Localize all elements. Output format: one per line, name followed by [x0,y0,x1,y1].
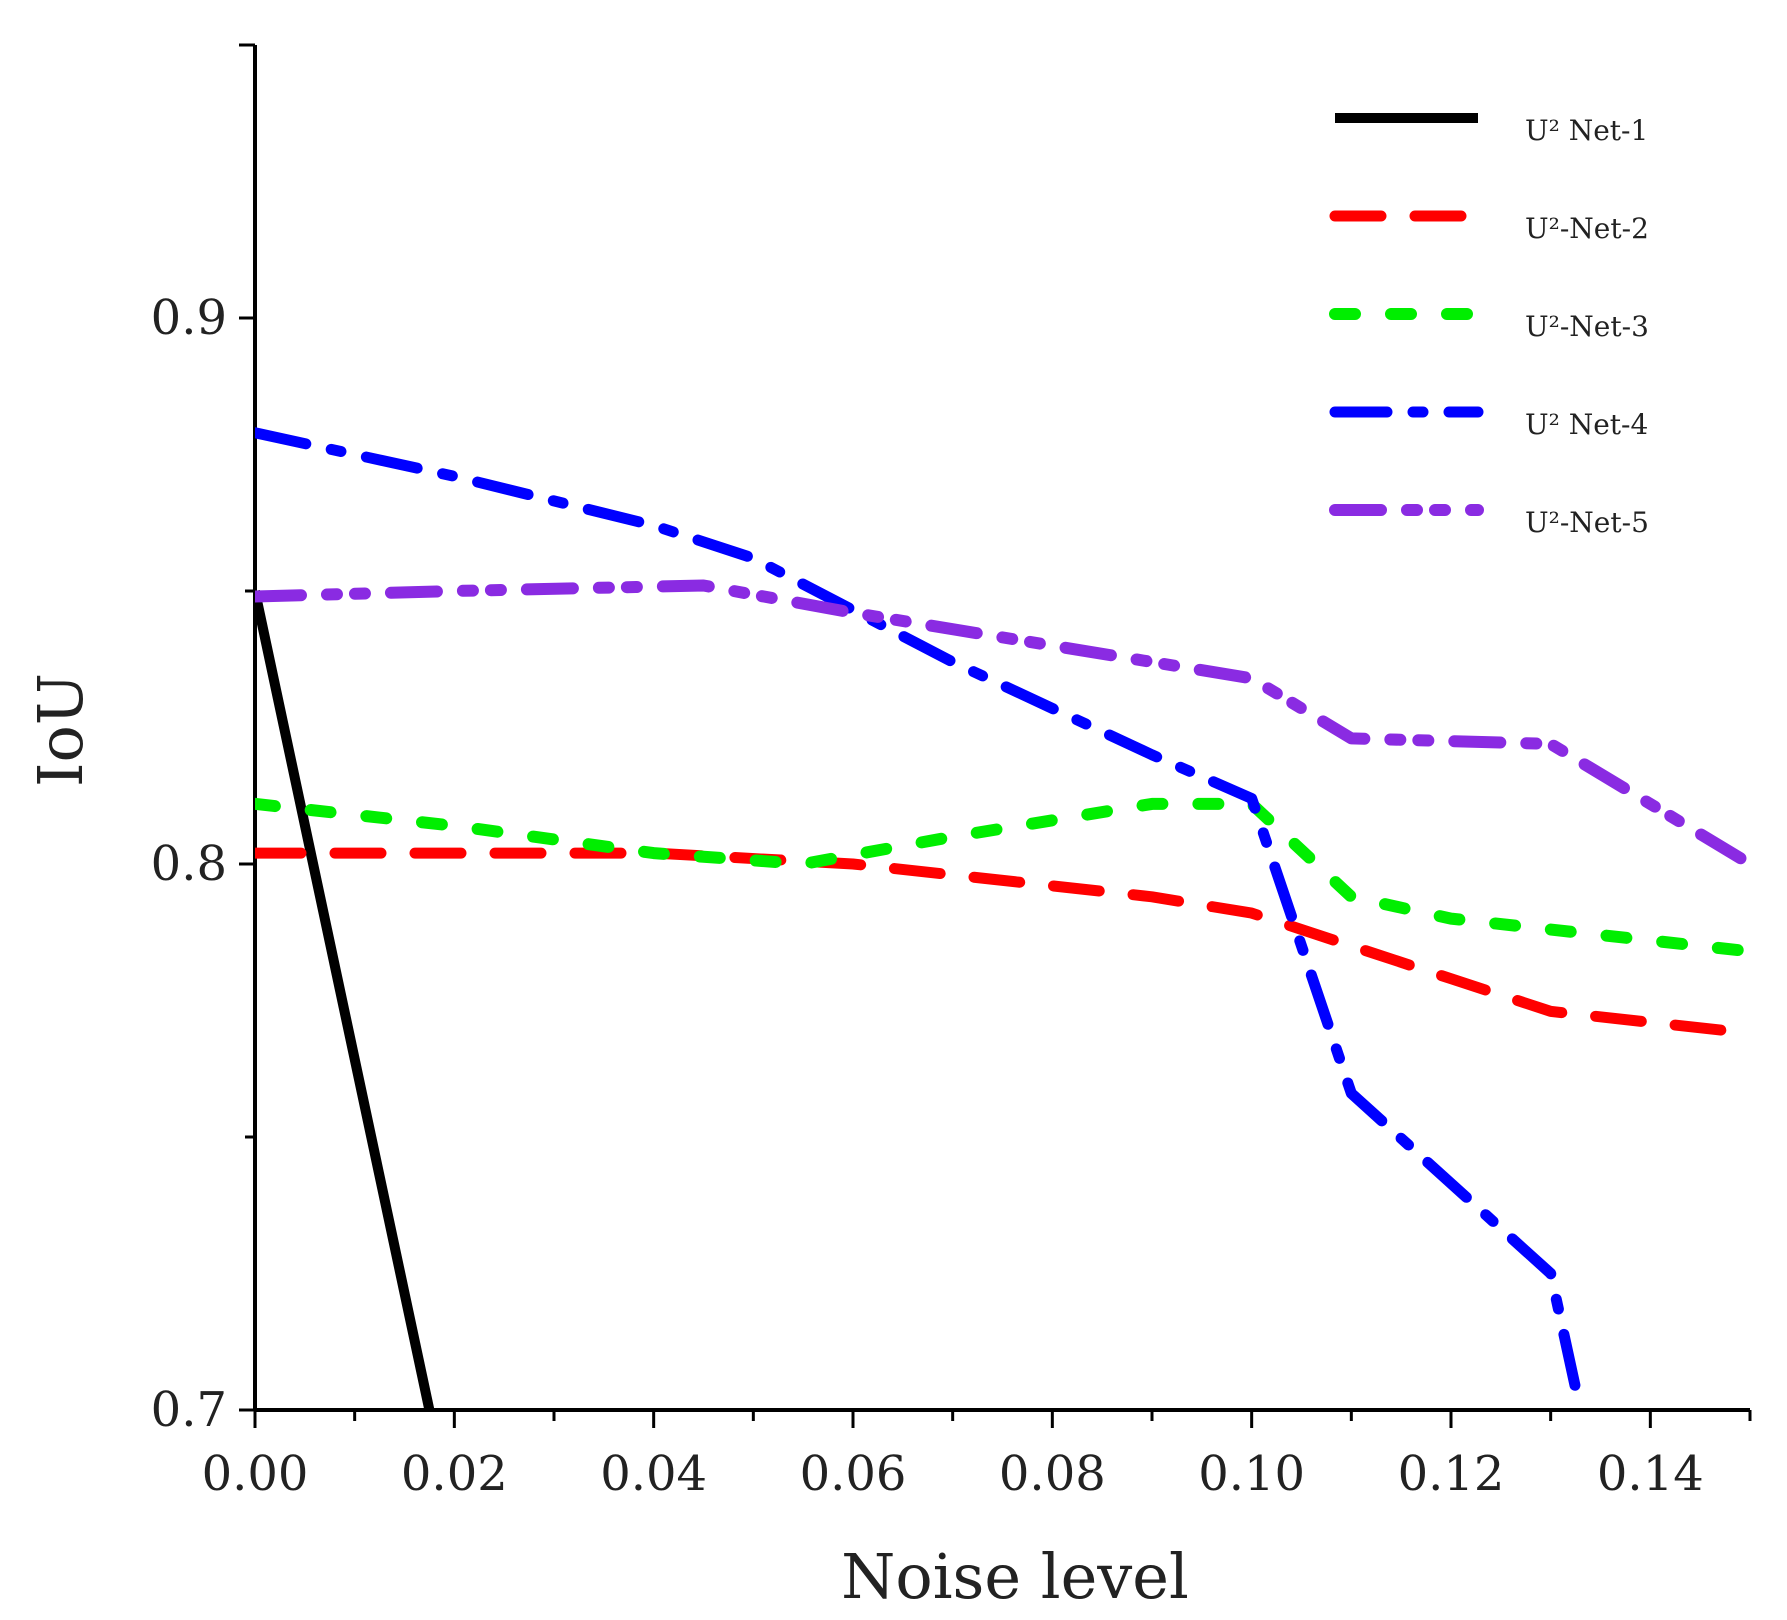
legend-label-2: U²-Net-2 [1525,212,1649,245]
x-tick-label: 0.00 [202,1446,309,1502]
series-line-5 [255,579,1750,870]
x-tick-label: 0.12 [1398,1446,1505,1502]
x-axis-title: Noise level [841,1540,1189,1613]
x-tick-label: 0.08 [999,1446,1106,1502]
y-tick-label: 0.7 [151,1382,227,1438]
series-line-2 [255,847,1750,1039]
legend-label-1: U² Net-1 [1525,114,1648,147]
series-line-4 [255,427,1582,1394]
legend-label-4: U² Net-4 [1525,408,1648,441]
series-layer [255,427,1750,1410]
legend-label-3: U²-Net-3 [1525,310,1649,343]
x-tick-label: 0.14 [1597,1446,1704,1502]
x-tick-label: 0.02 [401,1446,508,1502]
y-axis-title: IoU [24,673,97,787]
series-line-3 [255,797,1750,958]
y-tick-label: 0.9 [151,290,227,346]
legend-label-5: U²-Net-5 [1525,506,1649,539]
x-tick-label: 0.04 [600,1446,707,1502]
legend: U² Net-1 U²-Net-2 U²-Net-3 U² Net-4 U²-Net-5 [1329,113,1649,539]
x-tick-label: 0.10 [1198,1446,1305,1502]
axes: 0.7 0.8 0.9 0.00 0.02 0.04 0.06 0.08 0.10 0.12 0.1… [151,43,1752,1502]
series-line-1 [255,589,435,1410]
y-tick-label: 0.8 [151,836,227,892]
x-tick-label: 0.06 [800,1446,907,1502]
